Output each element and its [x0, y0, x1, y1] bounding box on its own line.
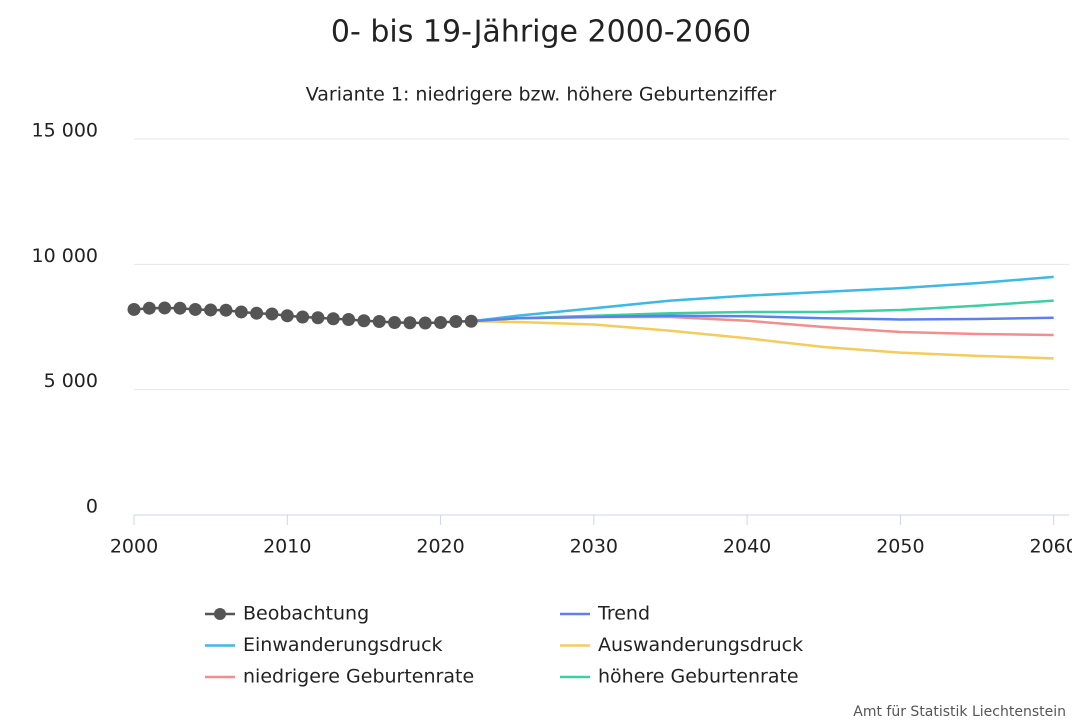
x-tick-label: 2050 [876, 536, 924, 558]
x-tick-label: 2020 [416, 536, 464, 558]
y-tick-label: 15 000 [32, 120, 98, 142]
data-point [326, 312, 340, 326]
data-point [127, 302, 141, 316]
data-point [434, 315, 448, 329]
data-point [265, 307, 279, 321]
data-point [388, 315, 402, 329]
data-point [342, 312, 356, 326]
legend-label: Einwanderungsdruck [243, 634, 443, 656]
data-point [418, 316, 432, 330]
data-point [403, 316, 417, 330]
data-point [188, 302, 202, 316]
data-point [204, 303, 218, 317]
legend-label: niedrigere Geburtenrate [243, 666, 474, 688]
data-point [357, 314, 371, 328]
chart-subtitle: Variante 1: niedrigere bzw. höhere Gebur… [306, 84, 777, 106]
data-point [296, 310, 310, 324]
x-tick-label: 2030 [570, 536, 618, 558]
data-point [280, 309, 294, 323]
y-tick-label: 10 000 [32, 245, 98, 267]
data-point [173, 301, 187, 315]
y-tick-label: 0 [86, 496, 98, 518]
legend-label: Auswanderungsdruck [598, 634, 803, 656]
credit: Amt für Statistik Liechtenstein [853, 704, 1066, 720]
data-point [250, 306, 264, 320]
x-tick-label: 2040 [723, 536, 771, 558]
series-line [471, 275, 1054, 323]
data-point [219, 303, 233, 317]
x-tick-label: 2060 [1029, 536, 1072, 558]
legend-label: höhere Geburtenrate [598, 666, 799, 688]
y-tick-label: 5 000 [44, 370, 98, 392]
data-point [158, 301, 172, 315]
data-point [464, 314, 478, 328]
data-point [372, 314, 386, 328]
data-point [311, 311, 325, 325]
chart-title: 0- bis 19-Jährige 2000-2060 [331, 15, 751, 50]
x-tick-label: 2010 [263, 536, 311, 558]
data-point [234, 305, 248, 319]
data-point [142, 301, 156, 315]
legend-marker [214, 608, 226, 620]
legend-label: Beobachtung [243, 603, 369, 625]
series-line [471, 314, 1054, 323]
data-point [449, 314, 463, 328]
legend-label: Trend [597, 603, 650, 625]
x-tick-label: 2000 [110, 536, 158, 558]
series-line [471, 319, 1054, 360]
